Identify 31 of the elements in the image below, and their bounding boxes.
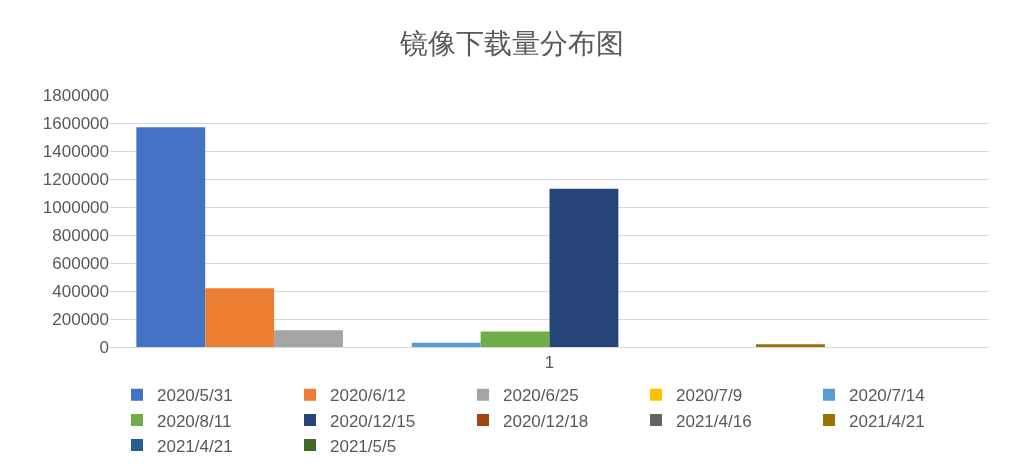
chart-title: 镜像下载量分布图	[399, 27, 624, 59]
y-tick-label: 1600000	[42, 113, 109, 133]
legend-label: 2021/5/5	[330, 436, 397, 456]
legend-label: 2020/6/12	[330, 386, 406, 406]
bar	[756, 344, 825, 347]
legend-label: 2020/12/15	[330, 411, 416, 431]
y-tick-label: 200000	[52, 309, 109, 329]
x-tick-label: 1	[544, 353, 555, 373]
bar	[205, 288, 275, 347]
legend-label: 2020/12/18	[503, 411, 589, 431]
y-tick-label: 1800000	[42, 85, 109, 105]
y-tick-label: 400000	[52, 281, 109, 301]
y-tick-label: 800000	[52, 225, 109, 245]
legend-label: 2021/4/16	[676, 411, 752, 431]
y-tick-label: 600000	[52, 253, 109, 273]
legend-label: 2020/7/14	[849, 386, 925, 406]
legend-label: 2020/5/31	[157, 386, 233, 406]
legend-label: 2021/4/21	[157, 436, 233, 456]
bar	[480, 331, 550, 347]
legend-label: 2021/4/21	[849, 411, 925, 431]
y-tick-label: 1000000	[42, 197, 109, 217]
legend-label: 2020/8/11	[157, 411, 232, 431]
bar	[549, 188, 619, 347]
legend-label: 2020/6/25	[503, 386, 579, 406]
y-tick-label: 0	[99, 337, 109, 357]
y-tick-label: 1400000	[42, 141, 109, 161]
legend-label: 2020/7/9	[676, 386, 743, 406]
bar	[274, 330, 343, 347]
bar	[411, 342, 481, 347]
bar	[136, 127, 206, 347]
y-tick-label: 1200000	[42, 169, 109, 189]
